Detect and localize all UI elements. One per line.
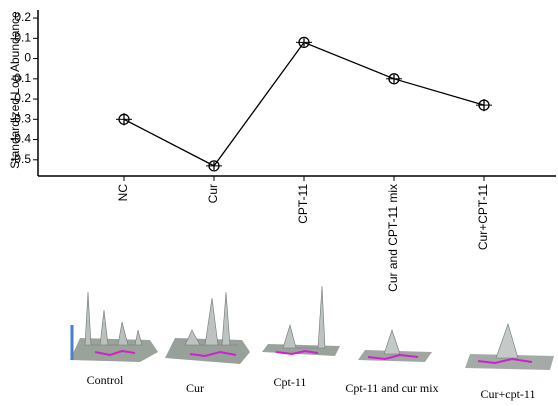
x-tick-label: Cur and CPT-11 mix	[386, 184, 400, 292]
image-caption: Control	[87, 373, 124, 387]
x-tick-label: Cur+CPT-11	[476, 184, 490, 250]
image-caption: Cur	[186, 381, 204, 395]
thumbnails	[70, 285, 554, 370]
data-line	[123, 41, 485, 167]
y-tick-label: -0.5	[10, 152, 31, 166]
thumbnail	[465, 323, 554, 370]
x-tick-label: Cur	[206, 184, 220, 203]
thumbnail	[262, 285, 340, 356]
image-caption: Cur+cpt-11	[481, 387, 536, 401]
thumbnail	[358, 329, 432, 362]
thumbnail	[70, 291, 158, 362]
y-tick-label: 0.1	[14, 30, 31, 44]
y-tick-label: 0.2	[14, 10, 31, 24]
thumbnail	[165, 291, 250, 364]
x-tick-label: CPT-11	[296, 184, 310, 224]
y-tick-label: -0.2	[10, 91, 31, 105]
y-tick-label: -0.3	[10, 111, 31, 125]
y-axis-label: Standardized Log Abundance	[8, 11, 22, 169]
image-caption: Cpt-11	[274, 375, 307, 389]
x-tick-label: NC	[116, 184, 130, 202]
y-tick-label: -0.4	[10, 132, 31, 146]
y-tick-label: 0	[24, 51, 31, 65]
image-caption: Cpt-11 and cur mix	[345, 381, 438, 395]
y-tick-label: -0.1	[10, 71, 31, 85]
